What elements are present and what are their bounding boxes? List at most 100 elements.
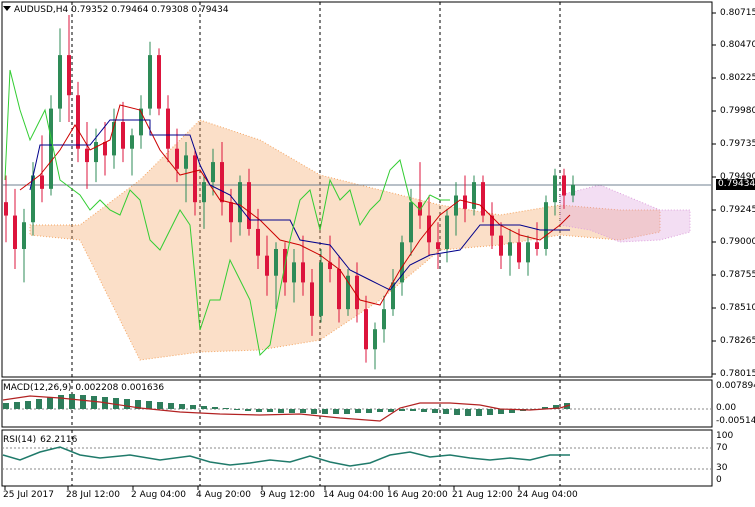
candle-body [238,182,242,223]
candle-body [112,121,116,156]
main-pane-border [1,1,713,378]
macd-bar [344,409,350,414]
macd-bar [157,402,163,409]
macd-bar [300,409,306,413]
macd-bar [355,409,361,413]
kijun-line [29,119,570,291]
candle-body [220,162,224,203]
macd-signal-line [2,395,571,422]
macd-bar [553,405,559,409]
symbol-label: AUDUSD,H4 [14,5,69,15]
time-axis-label: 21 Aug 12:00 [452,490,513,500]
macd-bar [25,401,31,409]
macd-bar [179,404,185,409]
candle-body [535,242,539,249]
candle-body [319,262,323,316]
candle-body [229,202,233,223]
macd-bar [14,402,20,409]
macd-bar [58,395,64,409]
price-scale-label: 0.79245 [720,205,755,215]
macd-bar [366,409,372,413]
price-scale-label: 0.79000 [720,237,755,247]
candle-body [355,275,359,310]
time-axis-label: 14 Aug 04:00 [323,490,384,500]
candle-body [85,148,89,163]
candle-body [328,262,332,270]
candle-body [157,55,161,109]
candle-body [436,242,440,249]
macd-label: MACD(12,26,9) [3,383,72,393]
cloud-area [29,119,661,361]
candle-body [202,182,206,203]
macd-bar [322,409,328,414]
macd-scale-top: 0.007894 [716,381,755,391]
candle-body [463,195,467,209]
candle-body [76,95,80,149]
candle-body [517,242,521,263]
candle-body [247,182,251,229]
chikou-line [4,69,450,357]
candle-body [40,175,44,189]
candle-body [310,282,314,316]
candle-body [526,242,530,263]
macd-scale-bottom: -0.005141 [716,416,755,426]
macd-bar [267,409,273,412]
macd-bar [311,409,317,414]
price-scale-label: 0.78755 [720,270,755,280]
rsi-label: RSI(14) [3,435,37,445]
time-axis-label: 4 Aug 20:00 [196,490,251,500]
macd-bar [454,409,460,415]
candle-body [382,309,386,330]
candlesticks [4,15,575,370]
price-scale-label: 0.80470 [720,40,755,50]
candle-body [418,202,422,216]
candle-body [409,202,413,243]
candle-body [22,222,26,249]
macd-bar [432,409,438,413]
price-scale-label: 0.79735 [720,139,755,149]
candle-body [175,148,179,169]
macd-bar [476,409,482,416]
candle-body [490,215,494,236]
rsi-value: 62.2116 [40,435,78,445]
macd-bar [443,409,449,414]
macd-bar [212,407,218,409]
macd-bar [113,398,119,409]
candle-body [337,269,341,310]
price-scale-label: 0.78265 [720,336,755,346]
candle-body [499,235,503,256]
candle-body [67,55,71,96]
cloud-area-future [559,184,691,243]
macd-bar [399,409,405,411]
macd-bar [91,396,97,409]
candle-body [571,184,575,196]
price-scale-label: 0.80225 [720,73,755,83]
rsi-scale-70: 70 [716,443,728,453]
axis-ticks [4,12,716,490]
candle-body [13,215,17,249]
rsi-scale-30: 30 [716,463,728,473]
macd-bar [421,409,427,412]
candle-body [148,55,152,109]
candle-body [364,309,368,350]
macd-bar [377,409,383,412]
macd-bar [498,409,504,414]
candle-body [193,155,197,203]
candle-body [400,242,404,283]
macd-bar [135,400,141,409]
candle-body [301,262,305,283]
macd-bar [388,409,394,412]
macd-bar [234,409,240,410]
rsi-scale-100: 100 [716,431,734,441]
candle-body [130,135,134,149]
candle-body [391,282,395,310]
candle-body [508,242,512,256]
dropdown-triangle-icon[interactable] [3,6,11,11]
candle-body [31,175,35,223]
rsi-header: RSI(14) 62.2116 [3,435,81,446]
macd-bar [509,409,515,413]
ichimoku-lines [4,69,571,357]
macd-bar [278,409,284,413]
macd-bar [190,405,196,409]
